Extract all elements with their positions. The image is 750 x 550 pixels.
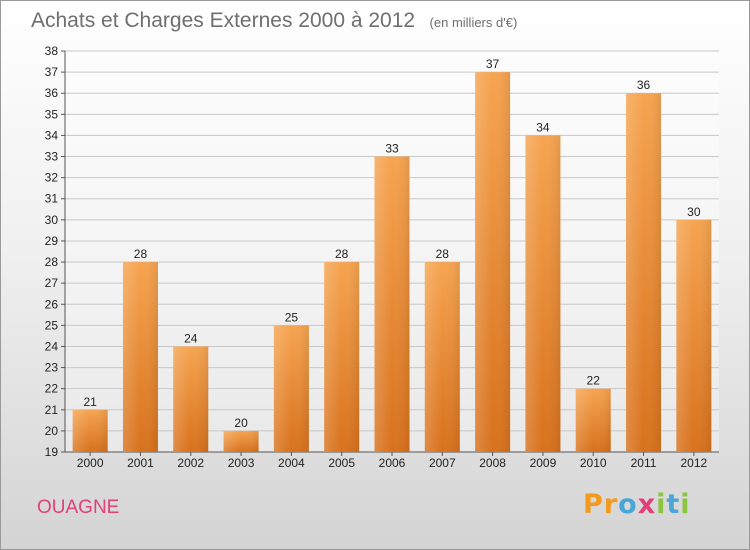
bar-shade bbox=[475, 72, 511, 453]
data-label: 25 bbox=[285, 310, 299, 324]
bar-shade bbox=[575, 388, 611, 452]
x-tick-label: 2000 bbox=[77, 456, 104, 470]
y-tick-label: 25 bbox=[45, 318, 59, 332]
y-tick-label: 29 bbox=[45, 234, 59, 248]
logo-letter: r bbox=[603, 489, 619, 520]
y-tick-label: 23 bbox=[45, 361, 59, 375]
data-label: 34 bbox=[536, 120, 550, 134]
x-tick-label: 2009 bbox=[530, 456, 557, 470]
x-tick-label: 2004 bbox=[278, 456, 305, 470]
x-tick-label: 2001 bbox=[127, 456, 154, 470]
commune-name: OUAGNE bbox=[37, 497, 120, 518]
y-tick-label: 19 bbox=[45, 445, 59, 459]
x-tick-label: 2012 bbox=[680, 456, 707, 470]
x-tick-label: 2007 bbox=[429, 456, 456, 470]
y-tick-label: 27 bbox=[45, 276, 59, 290]
data-label: 28 bbox=[436, 247, 450, 261]
bar-shade bbox=[173, 346, 209, 452]
y-tick-label: 32 bbox=[45, 171, 59, 185]
y-tick-label: 33 bbox=[45, 150, 59, 164]
y-tick-label: 36 bbox=[45, 86, 59, 100]
y-tick-label: 20 bbox=[45, 424, 59, 438]
chart-unit-label: (en milliers d'€) bbox=[429, 15, 518, 30]
y-tick-label: 38 bbox=[45, 44, 59, 58]
x-tick-label: 2010 bbox=[580, 456, 607, 470]
y-tick-label: 34 bbox=[45, 128, 59, 142]
data-label: 28 bbox=[335, 247, 349, 261]
data-label: 28 bbox=[134, 247, 148, 261]
bar-shade bbox=[72, 409, 108, 452]
y-tick-label: 35 bbox=[45, 107, 59, 121]
data-label: 33 bbox=[385, 142, 399, 156]
data-label: 30 bbox=[687, 205, 701, 219]
proxiti-logo[interactable]: Proxiti bbox=[583, 489, 691, 520]
x-tick-label: 2008 bbox=[479, 456, 506, 470]
bar-shade bbox=[374, 156, 410, 453]
y-tick-label: 31 bbox=[45, 192, 59, 206]
x-tick-label: 2005 bbox=[328, 456, 355, 470]
bar-shade bbox=[324, 262, 360, 452]
y-tick-label: 37 bbox=[45, 65, 59, 79]
x-tick-label: 2011 bbox=[631, 456, 657, 470]
bar-shade bbox=[676, 219, 712, 452]
logo-letter: x bbox=[637, 489, 657, 520]
data-label: 22 bbox=[587, 374, 601, 388]
bar-shade bbox=[525, 135, 561, 452]
y-tick-label: 26 bbox=[45, 297, 59, 311]
logo-letter: t bbox=[666, 489, 681, 520]
logo-letter: i bbox=[656, 489, 667, 520]
bar-shade bbox=[626, 93, 662, 453]
bar-shade bbox=[273, 325, 309, 452]
data-label: 21 bbox=[83, 395, 97, 409]
data-label: 36 bbox=[637, 78, 651, 92]
x-tick-label: 2006 bbox=[379, 456, 406, 470]
x-tick-label: 2003 bbox=[228, 456, 255, 470]
y-tick-label: 24 bbox=[45, 339, 59, 353]
logo-letter: i bbox=[680, 489, 691, 520]
data-label: 20 bbox=[234, 416, 248, 430]
chart-title: Achats et Charges Externes 2000 à 2012 bbox=[31, 9, 416, 32]
y-tick-label: 28 bbox=[45, 255, 59, 269]
x-tick-label: 2002 bbox=[177, 456, 204, 470]
bar-shade bbox=[424, 262, 460, 452]
chart-title-block: Achats et Charges Externes 2000 à 2012 (… bbox=[31, 9, 517, 33]
y-tick-label: 30 bbox=[45, 213, 59, 227]
logo-letter: P bbox=[583, 489, 604, 520]
data-label: 37 bbox=[486, 57, 500, 71]
y-tick-label: 21 bbox=[45, 403, 59, 417]
data-label: 24 bbox=[184, 331, 198, 345]
bar-shade bbox=[223, 430, 259, 452]
y-tick-label: 22 bbox=[45, 382, 59, 396]
logo-letter: o bbox=[618, 489, 638, 520]
bar-shade bbox=[122, 262, 158, 452]
